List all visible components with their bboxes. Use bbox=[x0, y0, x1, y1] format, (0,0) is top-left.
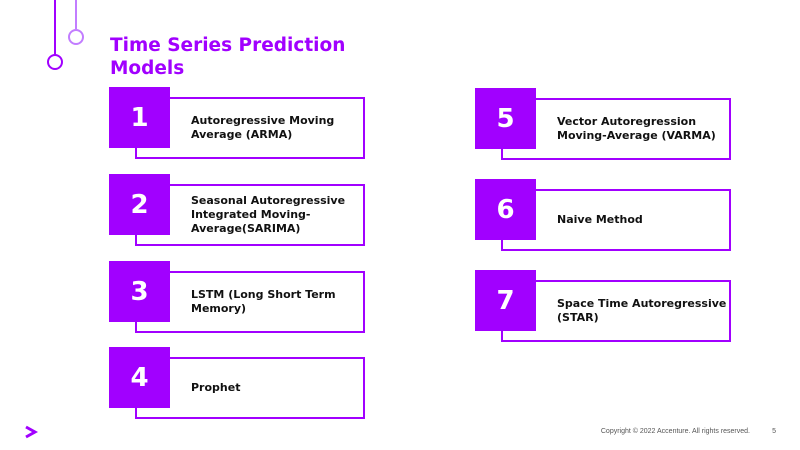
model-item-4: 4 Prophet bbox=[109, 347, 365, 419]
page-number: 5 bbox=[772, 428, 776, 435]
model-item-3: 3 LSTM (Long Short Term Memory) bbox=[109, 261, 365, 333]
item-number: 2 bbox=[109, 174, 170, 235]
item-number: 1 bbox=[109, 87, 170, 148]
item-frame bbox=[501, 98, 731, 160]
model-item-6: 6 Naive Method bbox=[475, 179, 731, 251]
item-label: LSTM (Long Short Term Memory) bbox=[191, 288, 336, 315]
accenture-chevron-icon bbox=[25, 425, 38, 439]
copyright-text: Copyright © 2022 Accenture. All rights r… bbox=[600, 428, 750, 435]
item-frame bbox=[501, 189, 731, 251]
item-label: Autoregressive Moving Average (ARMA) bbox=[191, 114, 335, 141]
item-number: 3 bbox=[109, 261, 170, 322]
item-label: Prophet bbox=[191, 381, 241, 394]
item-frame bbox=[501, 280, 731, 342]
decorative-lines-icon bbox=[47, 0, 84, 70]
item-label: Vector Autoregression Moving-Average (VA… bbox=[557, 115, 716, 142]
item-label: Naive Method bbox=[557, 213, 643, 226]
item-label: Seasonal Autoregressive Integrated Movin… bbox=[191, 194, 346, 235]
item-number: 5 bbox=[475, 88, 536, 149]
model-item-2: 2 Seasonal Autoregressive Integrated Mov… bbox=[109, 174, 365, 246]
item-frame bbox=[135, 357, 365, 419]
item-frame bbox=[135, 97, 365, 159]
item-frame bbox=[135, 184, 365, 246]
item-number: 7 bbox=[475, 270, 536, 331]
model-item-7: 7 Space Time Autoregressive (STAR) bbox=[475, 270, 731, 342]
item-number: 4 bbox=[109, 347, 170, 408]
model-item-5: 5 Vector Autoregression Moving-Average (… bbox=[475, 88, 731, 160]
item-frame bbox=[135, 271, 365, 333]
model-item-1: 1 Autoregressive Moving Average (ARMA) bbox=[109, 87, 365, 159]
item-label: Space Time Autoregressive (STAR) bbox=[557, 297, 727, 324]
slide-title: Time Series Prediction Models bbox=[110, 35, 346, 79]
item-number: 6 bbox=[475, 179, 536, 240]
